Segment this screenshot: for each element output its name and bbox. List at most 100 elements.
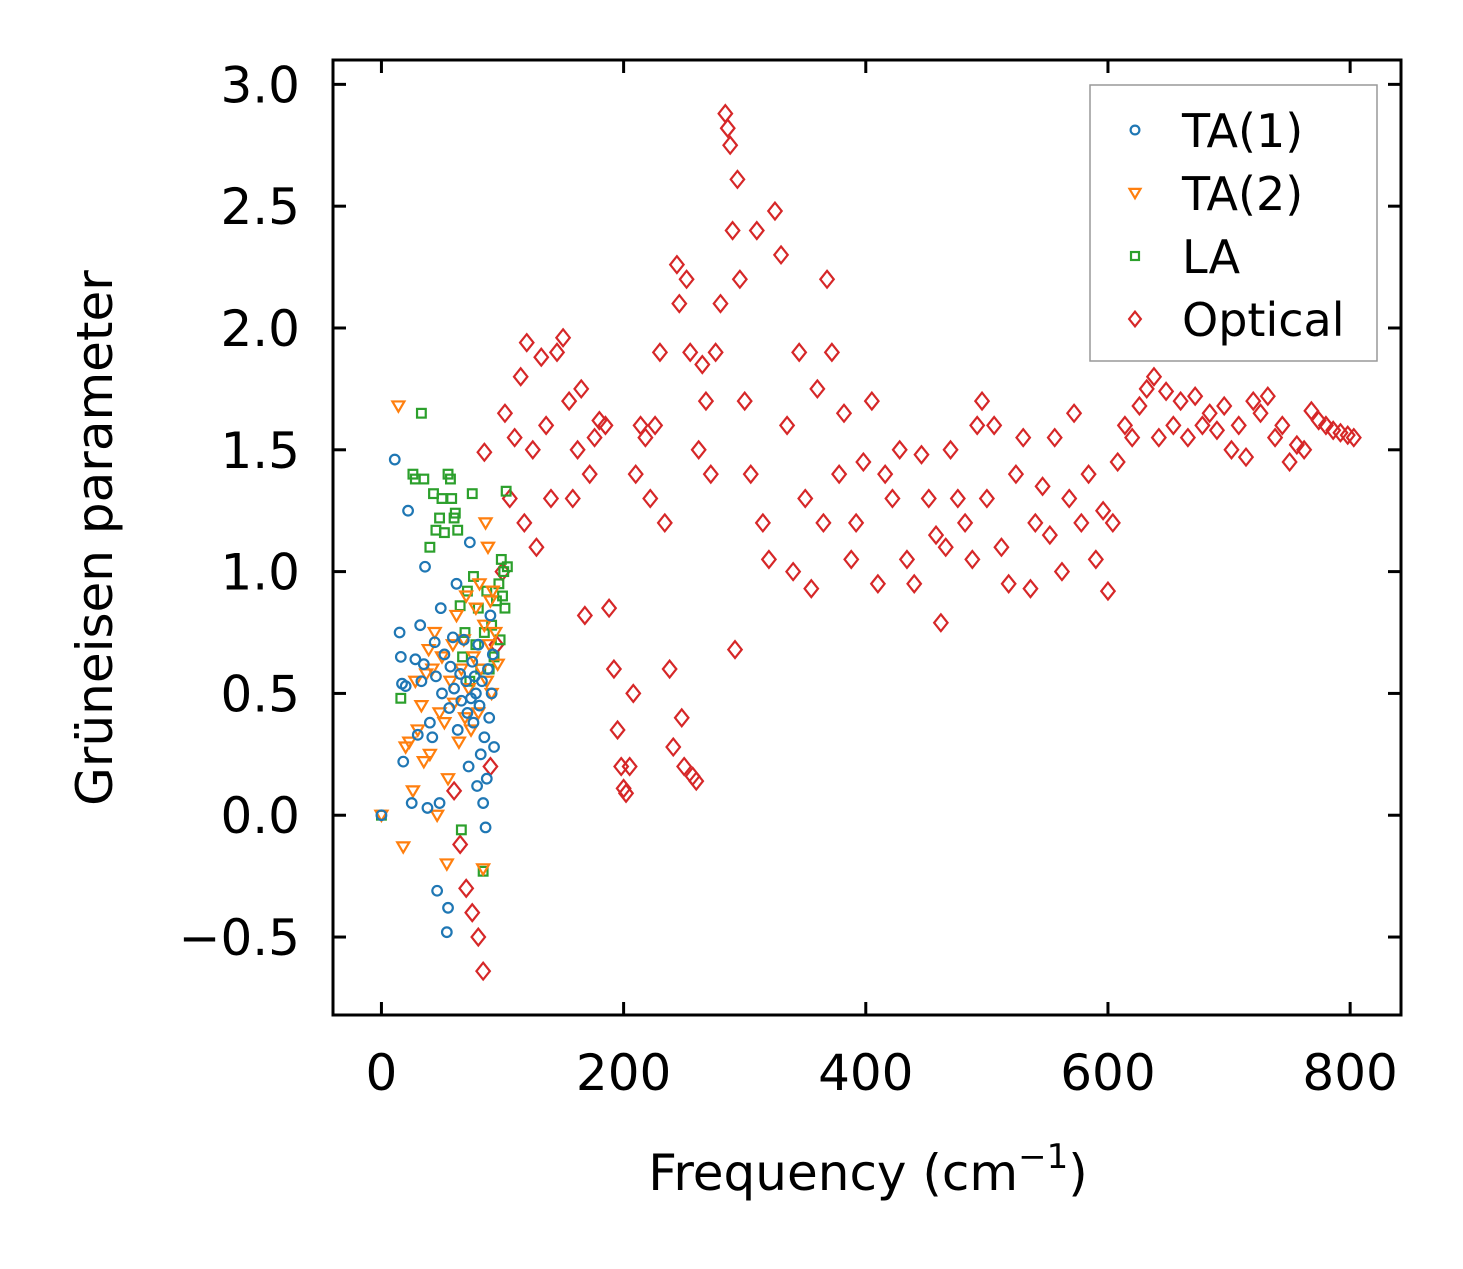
data-point bbox=[415, 675, 428, 688]
data-point bbox=[731, 269, 748, 290]
data-point bbox=[446, 631, 459, 644]
data-point bbox=[480, 541, 496, 556]
data-point bbox=[1187, 386, 1204, 407]
data-point bbox=[542, 488, 560, 509]
data-point bbox=[964, 549, 981, 570]
data-point bbox=[554, 327, 572, 348]
data-point bbox=[401, 736, 418, 751]
data-point bbox=[797, 488, 814, 509]
data-point bbox=[1145, 366, 1163, 387]
data-point bbox=[469, 687, 482, 700]
data-point bbox=[884, 488, 901, 509]
data-point bbox=[436, 687, 448, 700]
data-point bbox=[466, 655, 479, 668]
data-point bbox=[478, 675, 495, 690]
data-point bbox=[442, 675, 459, 690]
data-point bbox=[433, 797, 446, 809]
data-point bbox=[548, 342, 566, 363]
data-point bbox=[405, 797, 418, 809]
data-point bbox=[573, 378, 590, 400]
data-point bbox=[537, 415, 555, 436]
data-point bbox=[524, 439, 541, 460]
data-point bbox=[1109, 451, 1126, 473]
data-point bbox=[497, 590, 508, 602]
data-point bbox=[942, 439, 959, 460]
data-point bbox=[627, 463, 644, 485]
data-point bbox=[390, 400, 407, 414]
data-point bbox=[474, 748, 487, 761]
data-point bbox=[1208, 420, 1226, 441]
data-point bbox=[617, 783, 635, 804]
data-point bbox=[823, 342, 841, 363]
data-point bbox=[1194, 415, 1211, 436]
data-point bbox=[678, 269, 695, 290]
data-point bbox=[430, 670, 442, 683]
data-point bbox=[495, 553, 507, 565]
data-point bbox=[489, 658, 506, 673]
data-point bbox=[485, 687, 498, 700]
legend-marker bbox=[1129, 250, 1141, 262]
data-point bbox=[476, 619, 493, 634]
data-point bbox=[1303, 400, 1320, 421]
data-point bbox=[452, 524, 464, 536]
data-point bbox=[516, 512, 533, 534]
data-point bbox=[415, 756, 432, 770]
data-point bbox=[395, 841, 412, 855]
data-point bbox=[375, 809, 388, 822]
data-point bbox=[973, 390, 991, 412]
legend-entry: Optical bbox=[1127, 293, 1344, 347]
data-point bbox=[431, 707, 448, 721]
data-point bbox=[464, 902, 481, 923]
y-tick-label: 1.5 bbox=[220, 422, 300, 480]
series-optical bbox=[445, 103, 1362, 982]
data-point bbox=[993, 537, 1010, 558]
legend-label: TA(1) bbox=[1181, 104, 1303, 158]
data-point bbox=[847, 512, 865, 534]
data-point bbox=[445, 473, 456, 485]
data-point bbox=[651, 342, 669, 363]
data-point bbox=[402, 504, 414, 517]
data-point bbox=[835, 403, 853, 424]
data-point bbox=[434, 512, 446, 524]
data-point bbox=[1223, 439, 1240, 460]
data-point bbox=[581, 463, 598, 485]
data-point bbox=[438, 858, 455, 872]
y-tick-label: 1.0 bbox=[220, 544, 300, 602]
data-point bbox=[1034, 476, 1051, 497]
data-point bbox=[429, 809, 446, 824]
data-point bbox=[388, 453, 401, 466]
data-point bbox=[461, 707, 474, 719]
data-point bbox=[393, 626, 406, 639]
data-point bbox=[642, 488, 659, 509]
data-point bbox=[482, 756, 499, 777]
data-point bbox=[722, 135, 739, 156]
data-point bbox=[518, 332, 535, 353]
data-point bbox=[1310, 410, 1327, 431]
data-point bbox=[956, 512, 974, 534]
data-point bbox=[452, 834, 469, 855]
data-point bbox=[597, 415, 614, 436]
data-point bbox=[440, 773, 456, 787]
data-point bbox=[533, 347, 550, 368]
data-point bbox=[1099, 580, 1117, 602]
data-point bbox=[424, 663, 441, 677]
data-point bbox=[404, 785, 421, 799]
data-point bbox=[496, 403, 514, 424]
legend-marker bbox=[1127, 187, 1143, 201]
data-point bbox=[1317, 415, 1335, 436]
data-point bbox=[869, 573, 887, 594]
data-point bbox=[411, 728, 424, 741]
data-point bbox=[478, 627, 490, 638]
data-point bbox=[431, 884, 444, 897]
legend-marker bbox=[1127, 309, 1143, 329]
data-point bbox=[791, 342, 808, 363]
data-point bbox=[656, 512, 673, 534]
data-point bbox=[1157, 381, 1175, 402]
data-point bbox=[528, 537, 545, 558]
data-point bbox=[1266, 427, 1284, 448]
data-point bbox=[483, 711, 496, 724]
data-point bbox=[694, 354, 711, 375]
data-point bbox=[1138, 378, 1155, 400]
legend-entry: TA(1) bbox=[1129, 104, 1303, 158]
data-point bbox=[932, 612, 949, 633]
